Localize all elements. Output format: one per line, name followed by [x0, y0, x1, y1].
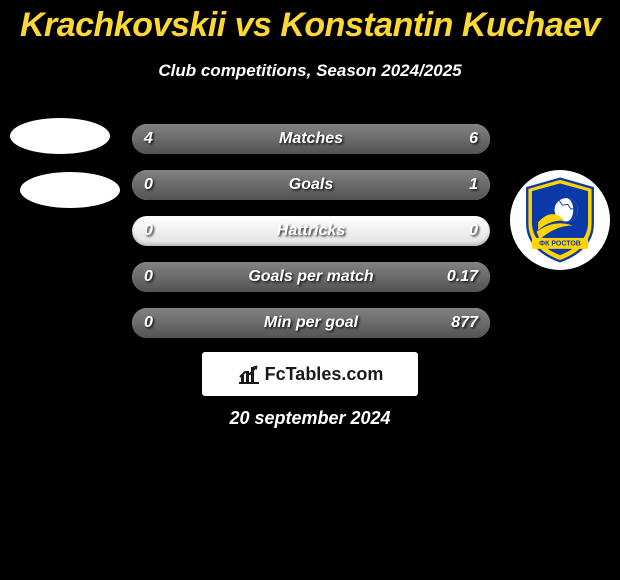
player1-name: Krachkovskii	[20, 6, 226, 44]
subtitle: Club competitions, Season 2024/2025	[0, 47, 620, 99]
stat-value-right: 6	[469, 124, 478, 154]
stat-label: Goals	[289, 170, 333, 200]
stat-value-left: 0	[144, 308, 153, 338]
stat-row: 4 6 Matches	[132, 124, 490, 154]
stat-value-right: 0	[469, 216, 478, 246]
stat-label: Min per goal	[264, 308, 358, 338]
watermark: FcTables.com	[202, 352, 418, 396]
stat-fill-left	[132, 124, 275, 154]
stat-row: 0 877 Min per goal	[132, 308, 490, 338]
stat-value-right: 877	[451, 308, 478, 338]
stats-container: 4 6 Matches 0 1 Goals 0 0 Hattricks 0 0.17 Goals pe…	[132, 124, 490, 354]
stat-label: Matches	[279, 124, 343, 154]
player2-name: Konstantin Kuchaev	[280, 6, 600, 44]
page-title: Krachkovskii vs Konstantin Kuchaev	[0, 0, 620, 47]
stat-value-left: 0	[144, 216, 153, 246]
left-badge-2	[20, 172, 120, 208]
right-badge: ФК РОСТОВ	[510, 170, 610, 270]
left-badge-1	[10, 118, 110, 154]
date-label: 20 september 2024	[0, 408, 620, 429]
vs-separator: vs	[235, 6, 272, 44]
chart-icon	[237, 363, 261, 385]
stat-value-left: 0	[144, 170, 153, 200]
stat-row: 0 0 Hattricks	[132, 216, 490, 246]
stat-value-right: 1	[469, 170, 478, 200]
stat-value-left: 0	[144, 262, 153, 292]
stat-row: 0 0.17 Goals per match	[132, 262, 490, 292]
stat-label: Goals per match	[248, 262, 373, 292]
watermark-text: FcTables.com	[265, 364, 384, 385]
stat-value-left: 4	[144, 124, 153, 154]
stat-value-right: 0.17	[447, 262, 478, 292]
stat-row: 0 1 Goals	[132, 170, 490, 200]
stat-label: Hattricks	[277, 216, 345, 246]
club-crest-rostov: ФК РОСТОВ	[521, 177, 599, 263]
crest-banner-text: ФК РОСТОВ	[539, 241, 581, 248]
